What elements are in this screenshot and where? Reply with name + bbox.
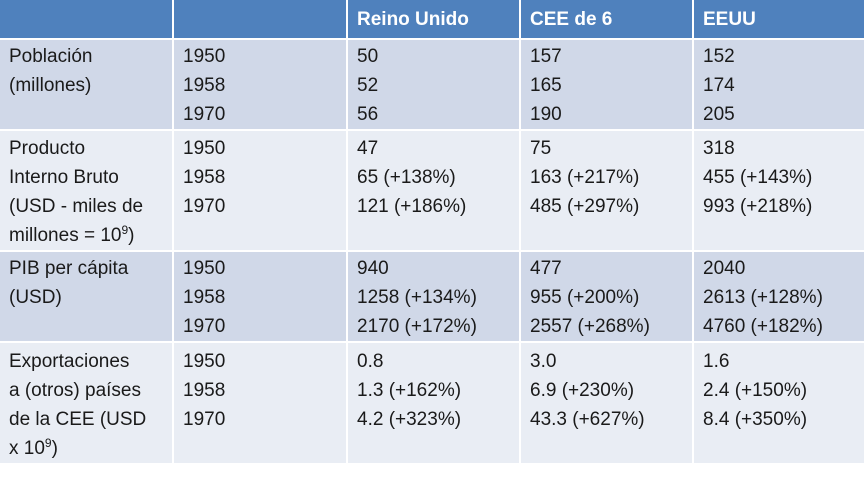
row-label-cell: PIB per cápita (USD) [0,251,174,343]
cell-value: 65 (+138%) [357,167,456,188]
row-label-line: Población [9,46,93,67]
row-label-text: millones = 10 [9,225,122,246]
cell-value: 3.0 [530,351,557,372]
eeuu-cell: 1.6 2.4 (+150%) 8.4 (+350%) [693,342,864,465]
cell-value: 75 [530,138,552,159]
cell-value: 190 [530,104,562,125]
header-cell-cee: CEE de 6 [520,0,694,40]
row-label-text: ) [128,225,135,246]
cell-value: 47 [357,138,379,159]
cell-value: 8.4 (+350%) [703,409,808,430]
cell-value: 165 [530,75,562,96]
cell-value: 0.8 [357,351,384,372]
row-label-cell: Población (millones) [0,39,174,131]
cell-value: 174 [703,75,735,96]
header-row: Reino Unido CEE de 6 EEUU [0,0,864,40]
cell-value: 455 (+143%) [703,167,813,188]
year-value: 1950 [183,46,226,67]
row-label-line: PIB per cápita [9,258,129,279]
cell-value: 4760 (+182%) [703,316,823,337]
reino-unido-cell: 47 65 (+138%) 121 (+186%) [347,130,521,252]
row-label-line: de la CEE (USD [9,409,147,430]
cell-value: 2170 (+172%) [357,316,477,337]
cee-cell: 157 165 190 [520,39,694,131]
table-row-exportaciones: Exportaciones a (otros) países de la CEE… [0,342,864,465]
cell-value: 955 (+200%) [530,287,640,308]
row-label-line: (USD) [9,287,62,308]
cell-value: 318 [703,138,735,159]
exponent: 9 [121,223,129,237]
eeuu-cell: 2040 2613 (+128%) 4760 (+182%) [693,251,864,343]
year-value: 1970 [183,409,226,430]
row-label-cell: Producto Interno Bruto (USD - miles de m… [0,130,174,252]
year-value: 1958 [183,167,226,188]
cell-value: 157 [530,46,562,67]
cell-value: 477 [530,258,562,279]
year-value: 1958 [183,287,226,308]
year-value: 1950 [183,351,226,372]
cell-value: 43.3 (+627%) [530,409,645,430]
cee-cell: 477 955 (+200%) 2557 (+268%) [520,251,694,343]
year-cell: 1950 1958 1970 [173,130,348,252]
table-row-pib-per-capita: PIB per cápita (USD) 1950 1958 1970 940 … [0,251,864,343]
table-row-poblacion: Población (millones) 1950 1958 1970 50 5… [0,39,864,131]
cell-value: 4.2 (+323%) [357,409,462,430]
exponent: 9 [44,436,52,450]
year-value: 1950 [183,258,226,279]
year-cell: 1950 1958 1970 [173,251,348,343]
cell-value: 1.6 [703,351,730,372]
year-value: 1970 [183,316,226,337]
cell-value: 485 (+297%) [530,196,640,217]
cell-value: 993 (+218%) [703,196,813,217]
cell-value: 205 [703,104,735,125]
reino-unido-cell: 0.8 1.3 (+162%) 4.2 (+323%) [347,342,521,465]
header-cell-empty [0,0,174,40]
comparison-table: Reino Unido CEE de 6 EEUU Población (mil… [0,0,864,465]
cell-value: 152 [703,46,735,67]
year-value: 1970 [183,104,226,125]
cell-value: 1.3 (+162%) [357,380,462,401]
header-cell-eeuu: EEUU [693,0,864,40]
cell-value: 50 [357,46,379,67]
cell-value: 163 (+217%) [530,167,640,188]
row-label-line: Interno Bruto [9,167,119,188]
cell-value: 2613 (+128%) [703,287,823,308]
table-row-pib: Producto Interno Bruto (USD - miles de m… [0,130,864,252]
row-label-text: ) [51,438,58,459]
cell-value: 2040 [703,258,746,279]
row-label-line: Producto [9,138,86,159]
year-value: 1958 [183,380,226,401]
row-label-line-with-exponent: x 109) [9,434,172,463]
row-label-text: x 10 [9,438,45,459]
cell-value: 2557 (+268%) [530,316,650,337]
year-cell: 1950 1958 1970 [173,342,348,465]
year-value: 1970 [183,196,226,217]
cell-value: 940 [357,258,389,279]
reino-unido-cell: 50 52 56 [347,39,521,131]
cell-value: 6.9 (+230%) [530,380,635,401]
header-cell-empty [173,0,348,40]
year-cell: 1950 1958 1970 [173,39,348,131]
cell-value: 2.4 (+150%) [703,380,808,401]
header-cell-reino-unido: Reino Unido [347,0,521,40]
table-header: Reino Unido CEE de 6 EEUU [0,0,864,40]
row-label-line: (millones) [9,75,92,96]
year-value: 1958 [183,75,226,96]
cee-cell: 75 163 (+217%) 485 (+297%) [520,130,694,252]
reino-unido-cell: 940 1258 (+134%) 2170 (+172%) [347,251,521,343]
eeuu-cell: 318 455 (+143%) 993 (+218%) [693,130,864,252]
row-label-cell: Exportaciones a (otros) países de la CEE… [0,342,174,465]
row-label-line-with-exponent: millones = 109) [9,221,172,250]
cee-cell: 3.0 6.9 (+230%) 43.3 (+627%) [520,342,694,465]
row-label-line: Exportaciones [9,351,130,372]
row-label-line: (USD - miles de [9,196,144,217]
year-value: 1950 [183,138,226,159]
row-label-line: a (otros) países [9,380,141,401]
cell-value: 121 (+186%) [357,196,467,217]
cell-value: 52 [357,75,379,96]
cell-value: 56 [357,104,379,125]
eeuu-cell: 152 174 205 [693,39,864,131]
cell-value: 1258 (+134%) [357,287,477,308]
